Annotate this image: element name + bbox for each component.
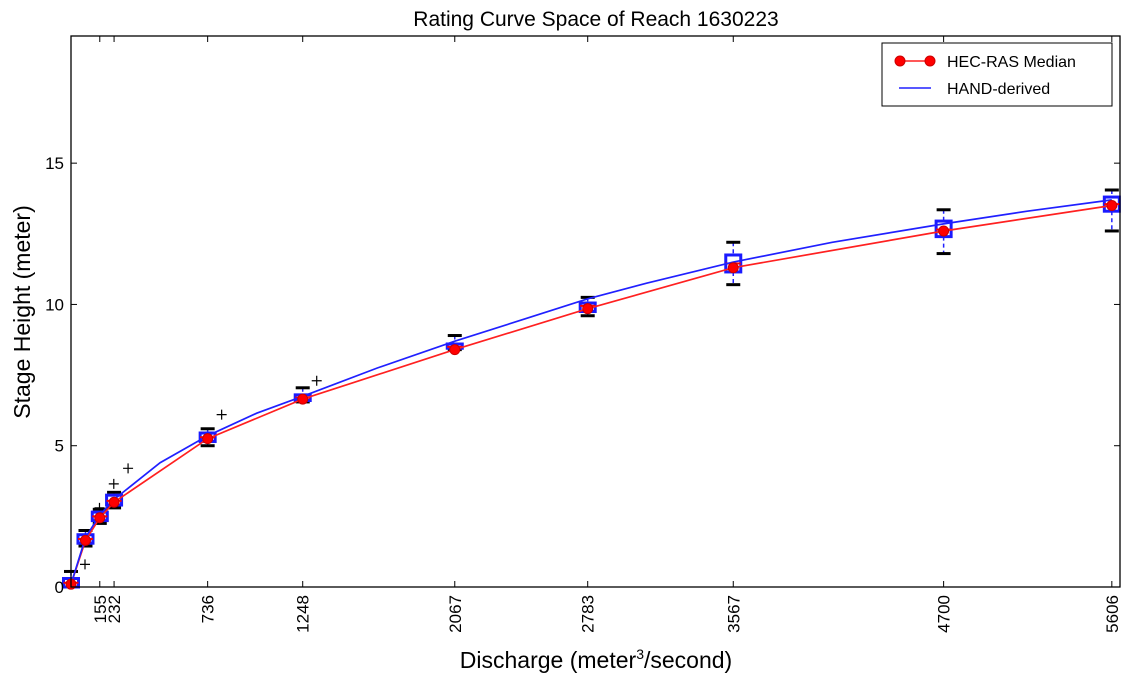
hec-ras-point <box>582 303 594 315</box>
boxplot-outlier <box>216 409 227 420</box>
y-tick-label: 10 <box>45 295 64 314</box>
y-tick-label: 15 <box>45 154 64 173</box>
boxplot-outlier <box>108 478 119 489</box>
x-axis-label: Discharge (meter3/second) <box>460 646 732 673</box>
legend-hand-label: HAND-derived <box>947 81 1050 98</box>
x-tick-label: 4700 <box>935 595 954 633</box>
plot-area <box>62 188 1121 590</box>
x-tick-label: 5606 <box>1103 595 1122 633</box>
hec-ras-point <box>297 393 309 405</box>
hec-ras-point <box>727 262 739 274</box>
legend-hec-ras-label: HEC-RAS Median <box>947 54 1076 71</box>
hec-ras-point <box>94 512 106 524</box>
x-tick-label: 736 <box>199 595 218 623</box>
boxplot-outlier <box>311 375 322 386</box>
x-tick-label: 155 <box>91 595 110 623</box>
x-tick-label: 232 <box>105 595 124 623</box>
y-tick-label: 5 <box>55 437 64 456</box>
boxplots <box>62 188 1121 589</box>
x-tick-label: 3567 <box>724 595 743 633</box>
hec-ras-median-line <box>70 204 1112 585</box>
plot-frame <box>70 35 1121 588</box>
legend-box <box>881 42 1113 107</box>
x-tick-label: 2783 <box>579 595 598 633</box>
hec-ras-point <box>1106 200 1118 212</box>
y-axis-label: Stage Height (meter) <box>9 205 35 418</box>
x-tick-label: 2067 <box>446 595 465 633</box>
boxplot-outlier <box>80 559 90 570</box>
hand-derived-line <box>70 199 1112 585</box>
legend-hec-ras-marker <box>894 55 906 67</box>
y-tick-label: 0 <box>55 578 64 597</box>
legend-hec-ras-marker <box>924 55 936 67</box>
y-axis: 0 5 10 15 <box>45 154 1120 597</box>
hec-ras-point <box>938 225 950 237</box>
hec-ras-point <box>449 344 461 356</box>
chart-title: Rating Curve Space of Reach 1630223 <box>413 8 778 31</box>
legend: HEC-RAS Median HAND-derived <box>881 42 1113 107</box>
x-tick-label: 1248 <box>294 595 313 633</box>
hec-ras-point <box>79 534 91 546</box>
hec-ras-point <box>202 433 214 445</box>
boxplot-outlier <box>123 463 134 474</box>
hec-ras-point <box>108 496 120 508</box>
